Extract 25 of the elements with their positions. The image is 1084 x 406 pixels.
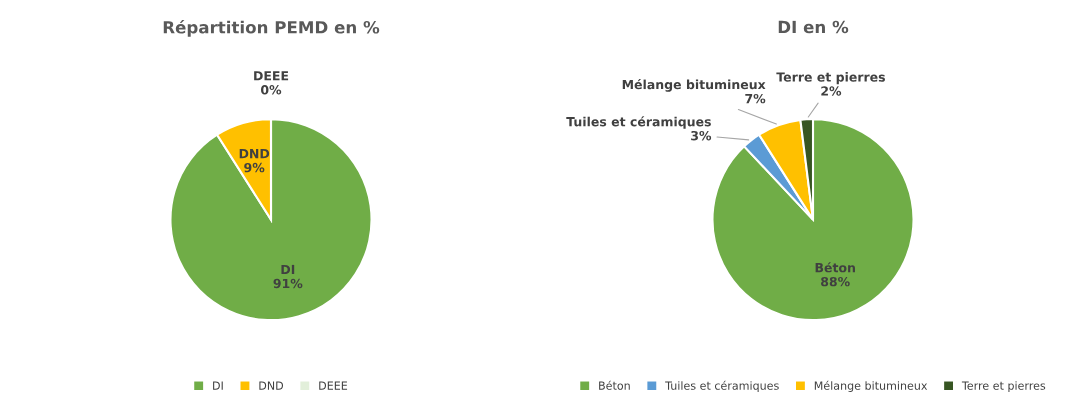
chart-title: Répartition PEMD en % (163, 20, 380, 37)
slice-label: Tuiles et céramiques (566, 116, 711, 129)
pie-slice (169, 118, 373, 322)
legend-label: DEEE (319, 381, 348, 390)
slice-label: Terre et pierres (776, 72, 885, 85)
data-label: 91% (273, 278, 303, 289)
legend-label: DI (213, 381, 223, 390)
legend-label: DND (259, 381, 284, 390)
legend-label: Béton (599, 380, 630, 390)
data-label: 7% (745, 93, 766, 104)
slice-label: DND (239, 149, 270, 159)
legend-label: Terre et pierres (961, 381, 1046, 392)
data-label: 88% (821, 276, 850, 287)
category-label: DEEE (254, 71, 289, 81)
legend-label: Mélange bitumineux (814, 380, 928, 392)
chart-title: DI en % (778, 20, 849, 34)
slice-label: DI (281, 264, 295, 274)
data-label: 3% (691, 130, 712, 141)
slice-label: Béton (815, 262, 855, 273)
legend-label: Tuiles et céramiques (665, 380, 779, 392)
data-label: 2% (821, 86, 842, 96)
pie-slice (711, 118, 915, 322)
data-label: 9% (244, 162, 265, 173)
slice-label: Mélange bitumineux (622, 79, 766, 92)
text: 0% (260, 85, 282, 95)
